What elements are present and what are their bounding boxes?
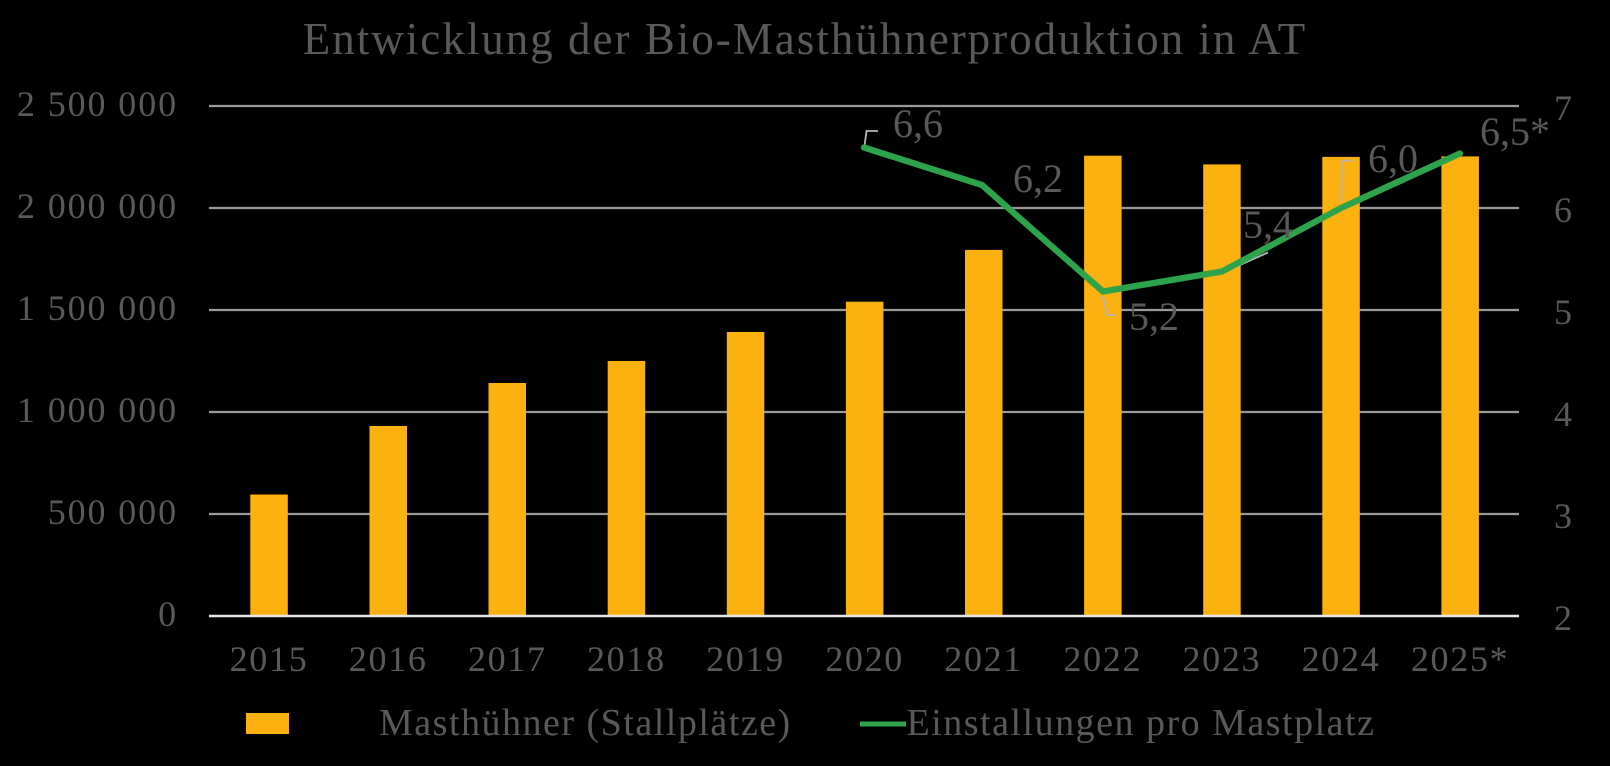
- svg-text:2025*: 2025*: [1411, 639, 1510, 679]
- svg-text:2024: 2024: [1302, 639, 1381, 679]
- svg-text:2: 2: [1554, 598, 1572, 638]
- svg-text:2019: 2019: [706, 639, 785, 679]
- svg-text:Einstallungen pro Mastplatz: Einstallungen pro Mastplatz: [907, 702, 1376, 744]
- svg-text:5,4: 5,4: [1243, 202, 1293, 247]
- svg-text:6,5*: 6,5*: [1480, 109, 1550, 154]
- svg-text:2 500 000: 2 500 000: [17, 84, 178, 124]
- svg-text:1 000 000: 1 000 000: [17, 390, 178, 430]
- svg-text:6,6: 6,6: [893, 101, 943, 146]
- svg-text:2018: 2018: [587, 639, 666, 679]
- svg-text:0: 0: [158, 594, 178, 634]
- svg-text:6,0: 6,0: [1368, 136, 1418, 181]
- svg-text:6: 6: [1554, 190, 1572, 230]
- svg-text:500 000: 500 000: [48, 492, 178, 532]
- svg-text:2023: 2023: [1182, 639, 1261, 679]
- svg-text:2020: 2020: [825, 639, 904, 679]
- svg-text:2017: 2017: [468, 639, 547, 679]
- svg-text:2016: 2016: [349, 639, 428, 679]
- svg-text:6,2: 6,2: [1013, 156, 1063, 201]
- svg-text:2 000 000: 2 000 000: [17, 186, 178, 226]
- svg-text:2021: 2021: [944, 639, 1023, 679]
- svg-text:Masthühner (Stallplätze): Masthühner (Stallplätze): [379, 702, 792, 744]
- svg-text:3: 3: [1554, 496, 1572, 536]
- svg-text:7: 7: [1554, 88, 1572, 128]
- svg-text:4: 4: [1554, 394, 1572, 434]
- svg-text:Entwicklung der Bio-Masthühner: Entwicklung der Bio-Masthühnerproduktion…: [303, 14, 1307, 64]
- svg-text:2015: 2015: [230, 639, 309, 679]
- svg-text:2022: 2022: [1063, 639, 1142, 679]
- svg-text:1 500 000: 1 500 000: [17, 288, 178, 328]
- svg-text:5: 5: [1554, 292, 1572, 332]
- svg-text:5,2: 5,2: [1129, 294, 1179, 339]
